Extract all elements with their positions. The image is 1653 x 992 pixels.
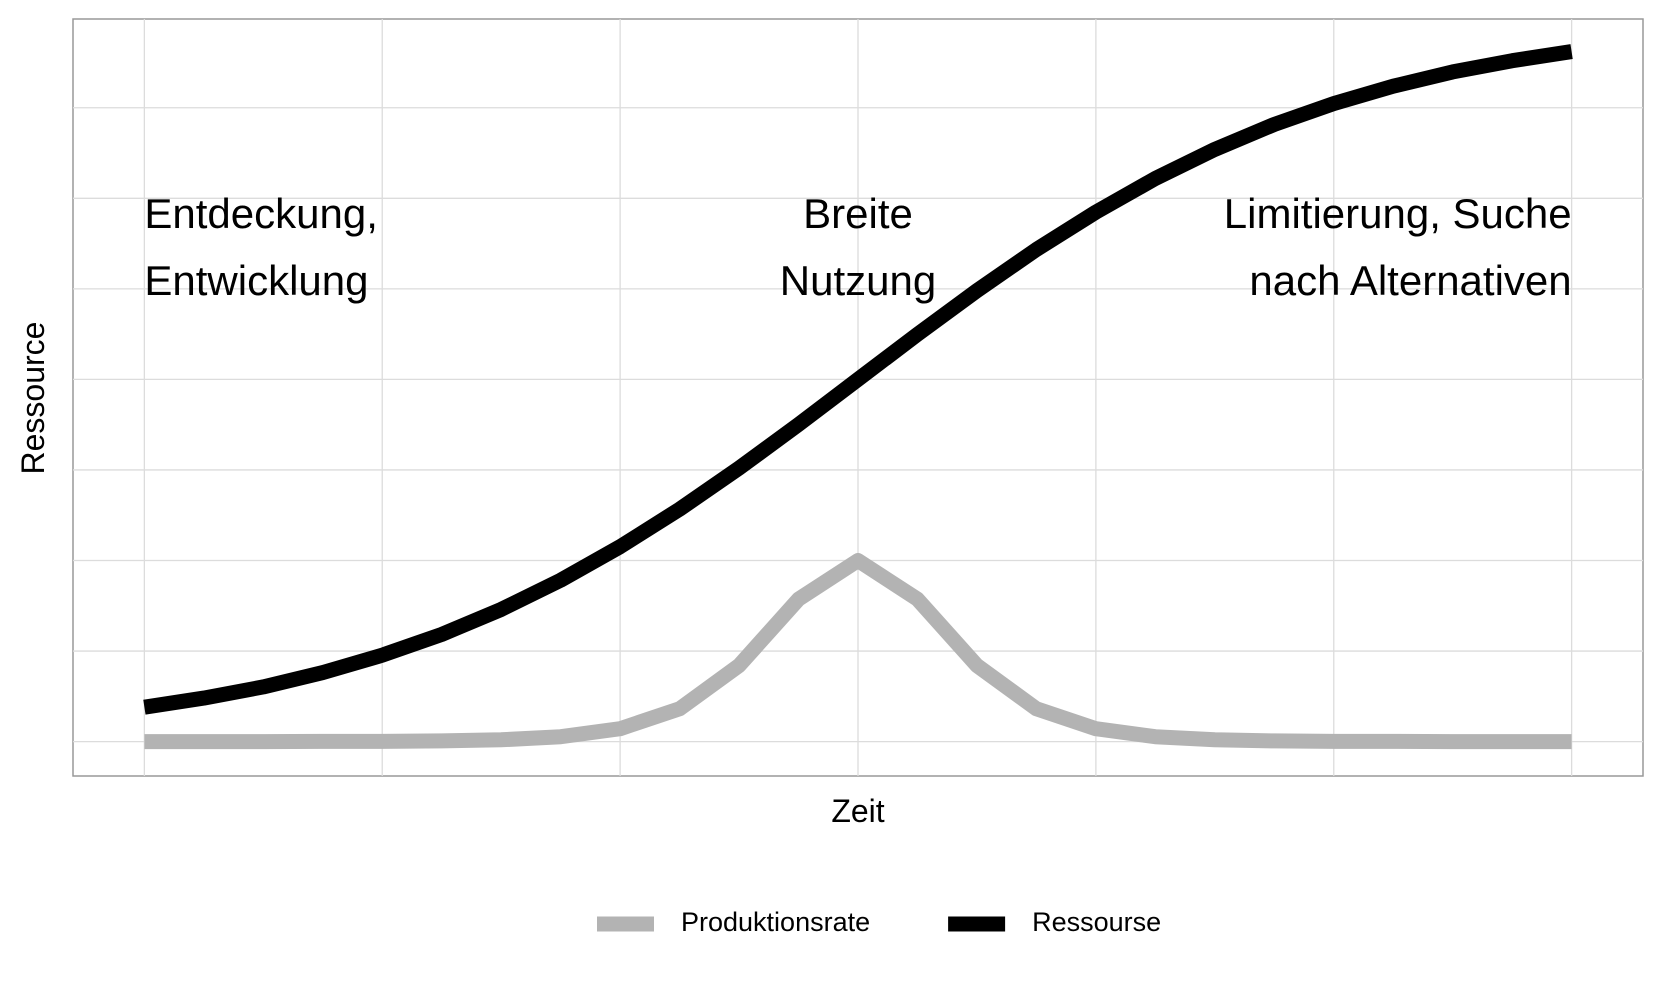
annotation: Breite [803,190,913,237]
x-axis-title: Zeit [831,793,884,829]
legend-label: Produktionsrate [681,907,870,937]
line [144,553,1572,750]
annotation: Entwicklung [144,257,368,304]
y-axis-title: Ressource [15,322,51,475]
annotation: nach Alternativen [1249,257,1571,304]
annotation: Entdeckung, [144,190,378,237]
annotation: Limitierung, Suche [1224,190,1572,237]
legend-label: Ressourse [1032,907,1161,937]
line [143,44,1573,715]
annotation: Nutzung [780,257,936,304]
